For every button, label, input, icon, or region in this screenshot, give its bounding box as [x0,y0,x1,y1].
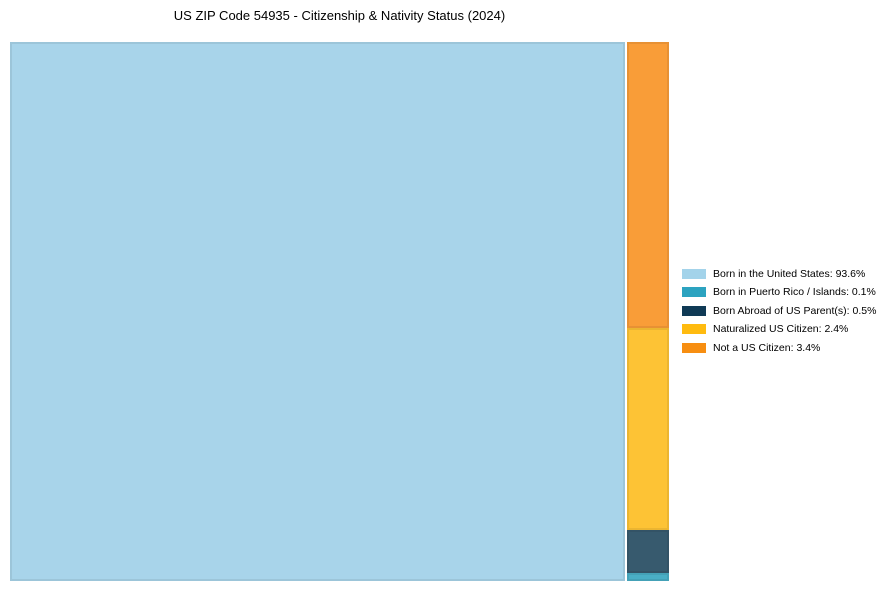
treemap-plot [10,42,669,581]
legend-item-born-in-us: Born in the United States: 93.6% [682,265,876,284]
legend-label-naturalized: Naturalized US Citizen: 2.4% [713,323,849,336]
legend-label-born-in-us: Born in the United States: 93.6% [713,267,866,280]
legend-item-not-citizen: Not a US Citizen: 3.4% [682,339,876,358]
legend-item-puerto-rico: Born in Puerto Rico / Islands: 0.1% [682,283,876,302]
chart-title: US ZIP Code 54935 - Citizenship & Nativi… [173,8,506,23]
legend-label-not-citizen: Not a US Citizen: 3.4% [713,341,821,354]
legend-label-puerto-rico: Born in Puerto Rico / Islands: 0.1% [713,286,876,299]
legend-swatch-puerto-rico [682,287,706,298]
legend: Born in the United States: 93.6% Born in … [682,265,876,358]
legend-swatch-born-in-us [682,268,706,279]
legend-label-born-abroad: Born Abroad of US Parent(s): 0.5% [713,304,877,317]
legend-swatch-naturalized [682,324,706,335]
legend-swatch-born-abroad [682,305,706,316]
treemap-cell-naturalized [626,328,669,531]
treemap-cell-born-abroad [626,530,669,573]
legend-swatch-not-citizen [682,342,706,353]
treemap-cell-born-in-us [10,42,626,581]
treemap-cell-puerto-rico [626,572,669,581]
legend-item-naturalized: Naturalized US Citizen: 2.4% [682,320,876,339]
legend-item-born-abroad: Born Abroad of US Parent(s): 0.5% [682,302,876,321]
treemap-cell-not-citizen [626,42,669,329]
